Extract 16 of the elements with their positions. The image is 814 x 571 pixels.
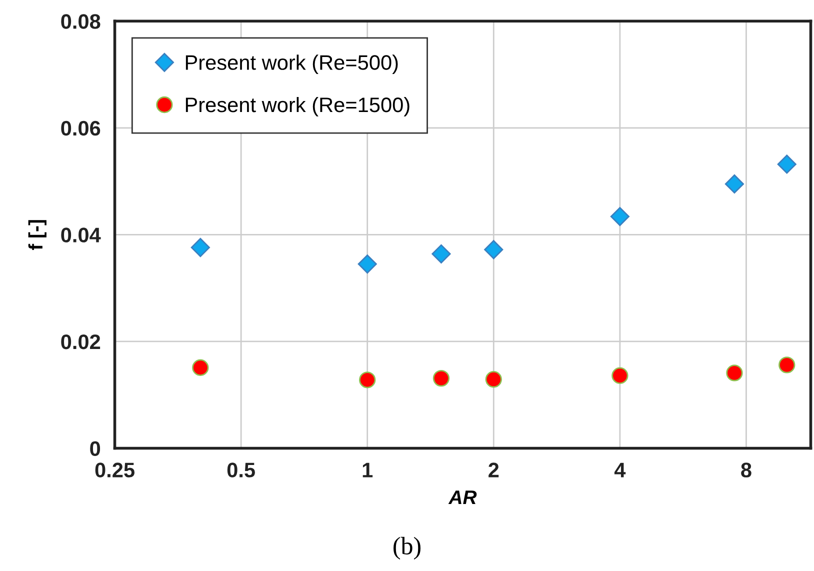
x-tick-label: 1 (362, 462, 373, 478)
y-tick-label: 0 (90, 441, 100, 456)
legend-label: Present work (Re=500) (186, 54, 398, 74)
x-tick-label: 4 (614, 462, 626, 478)
x-axis-title: AR (448, 490, 477, 504)
x-tick-label: 2 (488, 462, 499, 478)
text: (b) (394, 536, 420, 560)
y-tick-label: 0.08 (61, 14, 100, 29)
x-tick-label: 0.5 (227, 462, 255, 478)
y-tick-label: 0.06 (61, 120, 100, 136)
x-tick-label: 8 (741, 462, 752, 478)
y-tick-label: 0.04 (61, 228, 101, 242)
legend-label: Present work (Re=1500) (186, 96, 410, 116)
x-tick-label: 0.25 (95, 462, 134, 478)
y-tick-label: 0.02 (61, 334, 100, 350)
y-axis-title: f [-] (28, 220, 46, 250)
